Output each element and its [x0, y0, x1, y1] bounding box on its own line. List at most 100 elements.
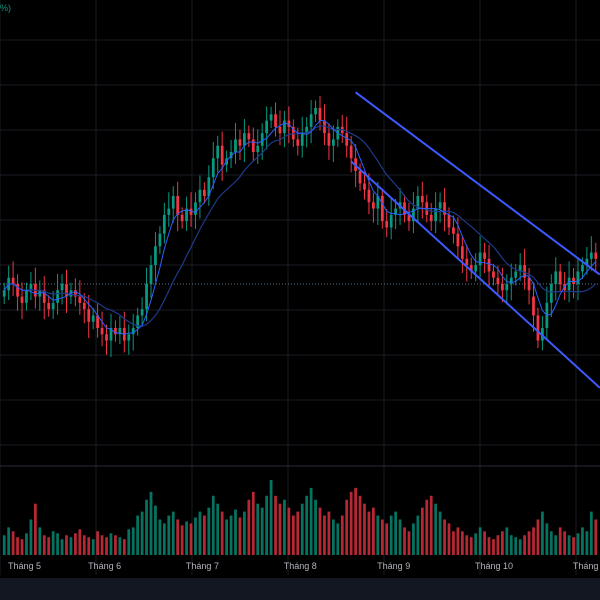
volume-bar [154, 505, 157, 555]
candle-body [323, 120, 326, 134]
candle [509, 263, 513, 301]
volume-bar [158, 519, 162, 555]
candle [158, 226, 162, 254]
candle-body [438, 202, 442, 209]
candle [60, 274, 64, 305]
candle [2, 282, 6, 305]
candle-body [220, 145, 224, 165]
candle-body [51, 302, 55, 310]
candle-body [576, 271, 580, 284]
channel-lower-line[interactable] [350, 160, 600, 389]
candle [309, 100, 313, 144]
candle [314, 100, 317, 122]
candle-body [327, 133, 331, 146]
candle [412, 192, 415, 234]
volume-bar [483, 531, 486, 555]
x-tick-label: Tháng 7 [186, 561, 219, 571]
candle [154, 232, 157, 282]
candle [500, 267, 504, 303]
volume-bar [185, 521, 188, 555]
candle [496, 265, 500, 294]
candle-body [514, 271, 518, 278]
candle-body [363, 183, 366, 190]
candle [20, 282, 24, 320]
ma-fast-line [3, 120, 597, 335]
candle-body [16, 284, 19, 297]
candle [260, 123, 264, 160]
candle-body [443, 202, 446, 215]
volume-bar [171, 511, 175, 555]
x-tick-label: Tháng 11 [573, 561, 600, 571]
candle-body [358, 170, 362, 184]
candle-body [287, 120, 291, 127]
volume-bar [274, 495, 277, 555]
volume-bar [420, 507, 424, 555]
candle-body [211, 158, 215, 178]
volume-bar [416, 515, 420, 555]
candle-body [158, 233, 162, 247]
candle-body [185, 208, 188, 222]
channel-upper-line[interactable] [354, 91, 600, 276]
candle [185, 196, 188, 231]
candle [33, 267, 37, 309]
candle [274, 102, 277, 137]
volume-bar [189, 523, 193, 555]
volume-bar [265, 495, 269, 555]
candle [434, 192, 438, 234]
volume-bar [109, 533, 113, 555]
candle-body [558, 271, 562, 284]
volume-bar [296, 511, 300, 555]
candle [16, 274, 19, 311]
candle-body [509, 277, 513, 284]
candle [251, 127, 255, 162]
volume-bar [514, 537, 518, 555]
volume-bar [456, 527, 460, 555]
volume-bar [211, 495, 215, 555]
volume-bar [256, 503, 260, 555]
candle-body [314, 108, 317, 115]
volume-bar [496, 535, 500, 555]
candle [136, 307, 140, 336]
candle-body [496, 277, 500, 284]
volume-bar [367, 511, 371, 555]
candle-body [154, 246, 157, 266]
candle-body [20, 296, 24, 303]
candle [576, 257, 580, 301]
candle-body [60, 284, 64, 291]
volume-bar [229, 515, 233, 555]
volume-bar [331, 519, 335, 555]
candle [340, 114, 344, 143]
candle-body [260, 133, 264, 146]
grid-lines [0, 0, 600, 575]
candle-body [65, 284, 68, 297]
x-axis-ticks: Tháng 5 Tháng 6 Tháng 7 Tháng 8 Tháng 9 Tháng… [8, 561, 600, 571]
candle [585, 246, 589, 275]
candle-body [87, 309, 91, 322]
candle [269, 106, 273, 129]
candle-body [492, 271, 495, 278]
candle [202, 182, 206, 204]
volume-bar [518, 539, 522, 555]
volume-bar [283, 499, 286, 555]
volume-bar [269, 480, 273, 555]
candle [78, 280, 82, 315]
volume-bar [260, 507, 264, 555]
volume-bar [122, 539, 126, 555]
candle [65, 269, 68, 313]
volume-bar [11, 531, 15, 555]
volume-bar [438, 511, 442, 555]
candle-body [145, 284, 148, 310]
volume-bar [78, 529, 82, 555]
candle [149, 255, 153, 299]
candle [487, 244, 491, 288]
candle-body [189, 208, 193, 215]
volume-bar [145, 499, 148, 555]
candle [594, 242, 598, 273]
x-tick-label: Tháng 8 [284, 561, 317, 571]
volume-bar [532, 527, 535, 555]
candle [349, 135, 353, 173]
volume-bar [327, 511, 331, 555]
volume-bar [74, 533, 77, 555]
candle-body [78, 296, 82, 303]
candle-body [109, 328, 113, 341]
